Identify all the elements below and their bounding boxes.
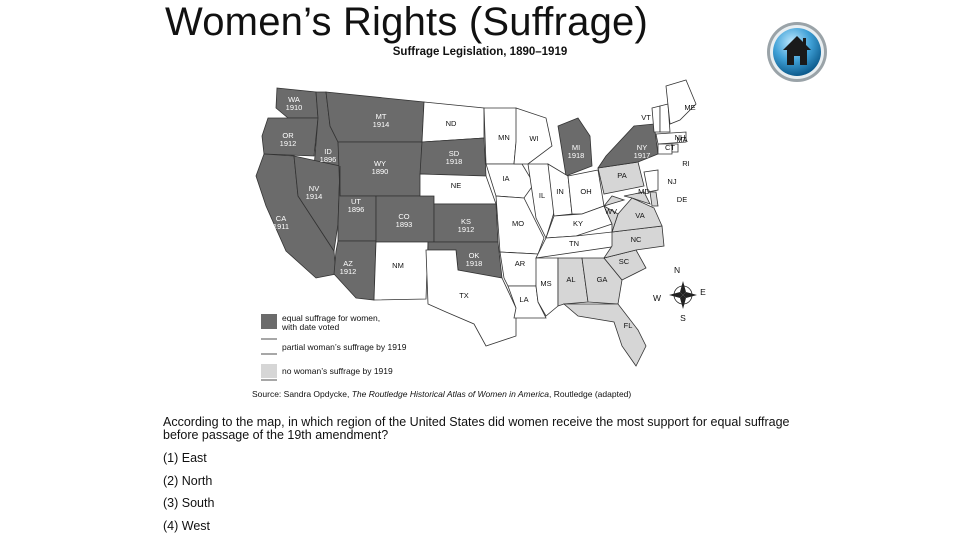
state-label-nj: NJ bbox=[667, 177, 676, 186]
map-source: Source: Sandra Opdycke, The Routledge Hi… bbox=[252, 389, 631, 399]
state-label-de: DE bbox=[677, 195, 687, 204]
state-label-nh: NH bbox=[675, 133, 686, 142]
state-ar bbox=[500, 252, 538, 286]
state-label-al: AL bbox=[566, 275, 575, 284]
state-label-ri: RI bbox=[682, 159, 690, 168]
state-nm bbox=[374, 242, 428, 300]
state-label-pa: PA bbox=[617, 171, 626, 180]
state-label-vt: VT bbox=[641, 113, 651, 122]
state-label-ct: CT bbox=[665, 143, 675, 152]
state-me bbox=[666, 80, 696, 124]
state-label-in: IN bbox=[556, 187, 564, 196]
state-fl bbox=[564, 304, 646, 366]
state-label-il: IL bbox=[539, 191, 545, 200]
answer-choices: (1) East (2) North (3) South (4) West bbox=[163, 451, 214, 541]
state-ia bbox=[486, 164, 534, 198]
state-label-nm: NM bbox=[392, 261, 404, 270]
state-label-ga: GA bbox=[597, 275, 608, 284]
state-label-ms: MS bbox=[540, 279, 551, 288]
state-de bbox=[650, 192, 658, 206]
state-label-nc: NC bbox=[631, 235, 642, 244]
state-label-oh: OH bbox=[580, 187, 591, 196]
map-title: Suffrage Legislation, 1890–1919 bbox=[246, 46, 714, 58]
compass-w: W bbox=[653, 293, 661, 303]
choice-east[interactable]: (1) East bbox=[163, 451, 214, 474]
state-label-sc: SC bbox=[619, 257, 630, 266]
legend-equal-line2: with date voted bbox=[281, 322, 339, 332]
compass-e: E bbox=[700, 287, 706, 297]
state-label-nd: ND bbox=[446, 119, 457, 128]
state-label-ia: IA bbox=[502, 174, 509, 183]
legend-swatch-none bbox=[261, 364, 277, 378]
compass-s: S bbox=[680, 313, 686, 323]
state-label-fl: FL bbox=[624, 321, 633, 330]
map-legend: equal suffrage for women, with date vote… bbox=[261, 313, 407, 380]
question-text: According to the map, in which region of… bbox=[163, 416, 803, 442]
state-label-tn: TN bbox=[569, 239, 579, 248]
slide-title: Women’s Rights (Suffrage) bbox=[165, 0, 648, 45]
state-label-ar: AR bbox=[515, 259, 526, 268]
choice-south[interactable]: (3) South bbox=[163, 496, 214, 519]
state-label-md: MD bbox=[638, 187, 650, 196]
legend-swatch-equal bbox=[261, 314, 277, 329]
compass-n: N bbox=[674, 265, 680, 275]
state-label-la: LA bbox=[519, 295, 528, 304]
legend-partial: partial woman’s suffrage by 1919 bbox=[282, 342, 407, 352]
state-label-mn: MN bbox=[498, 133, 510, 142]
state-label-ne: NE bbox=[451, 181, 461, 190]
state-label-va: VA bbox=[635, 211, 644, 220]
state-label-ky: KY bbox=[573, 219, 583, 228]
home-button[interactable] bbox=[766, 21, 828, 83]
state-ny bbox=[598, 124, 658, 168]
choice-west[interactable]: (4) West bbox=[163, 519, 214, 541]
state-label-tx: TX bbox=[459, 291, 469, 300]
state-label-wi: WI bbox=[529, 134, 538, 143]
state-label-me: ME bbox=[684, 103, 695, 112]
state-label-mo: MO bbox=[512, 219, 524, 228]
choice-north[interactable]: (2) North bbox=[163, 474, 214, 497]
legend-none: no woman’s suffrage by 1919 bbox=[282, 366, 393, 376]
state-label-wv: WV bbox=[605, 207, 617, 216]
compass-rose: N S E W bbox=[653, 265, 706, 323]
